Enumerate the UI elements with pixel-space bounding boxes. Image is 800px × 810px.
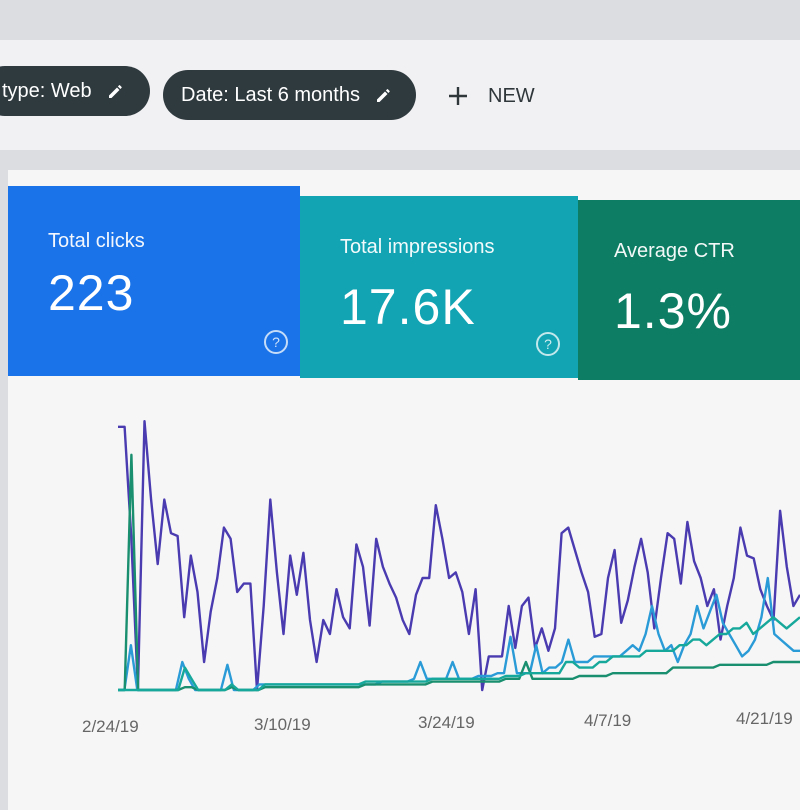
x-axis-tick-label: 3/10/19 [254, 715, 311, 734]
metric-label: Average CTR [614, 240, 735, 262]
metric-value: 1.3% [614, 283, 732, 339]
chart-series-line-3 [118, 615, 800, 692]
plus-icon [449, 87, 467, 105]
search-type-filter-chip[interactable]: type: Web [0, 66, 150, 116]
x-axis-tick-label: 4/21/19 [736, 709, 793, 728]
metric-tile-total-impressions[interactable]: Total impressions 17.6K ? [300, 196, 578, 378]
pencil-icon[interactable] [374, 85, 394, 105]
new-filter-button[interactable]: NEW [446, 84, 535, 108]
new-filter-label: NEW [488, 84, 535, 107]
performance-chart[interactable]: 2/24/19 3/10/19 3/24/19 4/7/19 4/21/19 [0, 380, 800, 760]
date-filter-label: Date: Last 6 months [181, 83, 360, 106]
chart-series-line-1 [118, 576, 800, 692]
chart-series-line-0 [118, 420, 800, 692]
metric-value: 17.6K [340, 279, 476, 335]
date-filter-chip[interactable]: Date: Last 6 months [163, 70, 416, 120]
metric-value: 223 [48, 265, 135, 321]
metric-label: Total clicks [48, 230, 145, 252]
pencil-icon[interactable] [106, 81, 126, 101]
x-axis-tick-label: 3/24/19 [418, 713, 475, 732]
metric-label: Total impressions [340, 236, 495, 258]
help-circle-icon[interactable]: ? [264, 330, 288, 354]
help-circle-icon[interactable]: ? [536, 332, 560, 356]
metric-tile-average-ctr[interactable]: Average CTR 1.3% [578, 200, 800, 380]
chart-series-line-2 [118, 453, 800, 692]
x-axis-tick-label: 4/7/19 [584, 711, 631, 730]
search-type-label: type: Web [2, 79, 92, 102]
x-axis-tick-label: 2/24/19 [82, 717, 139, 736]
metric-tile-total-clicks[interactable]: Total clicks 223 ? [8, 186, 300, 376]
